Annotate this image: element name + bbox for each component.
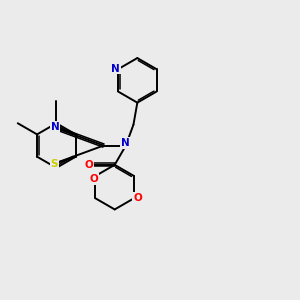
Text: O: O <box>133 193 142 203</box>
Text: N: N <box>121 138 130 148</box>
Text: N: N <box>111 64 120 74</box>
Text: O: O <box>89 174 98 184</box>
Text: S: S <box>51 159 58 169</box>
Text: O: O <box>85 160 93 170</box>
Text: N: N <box>51 122 59 132</box>
